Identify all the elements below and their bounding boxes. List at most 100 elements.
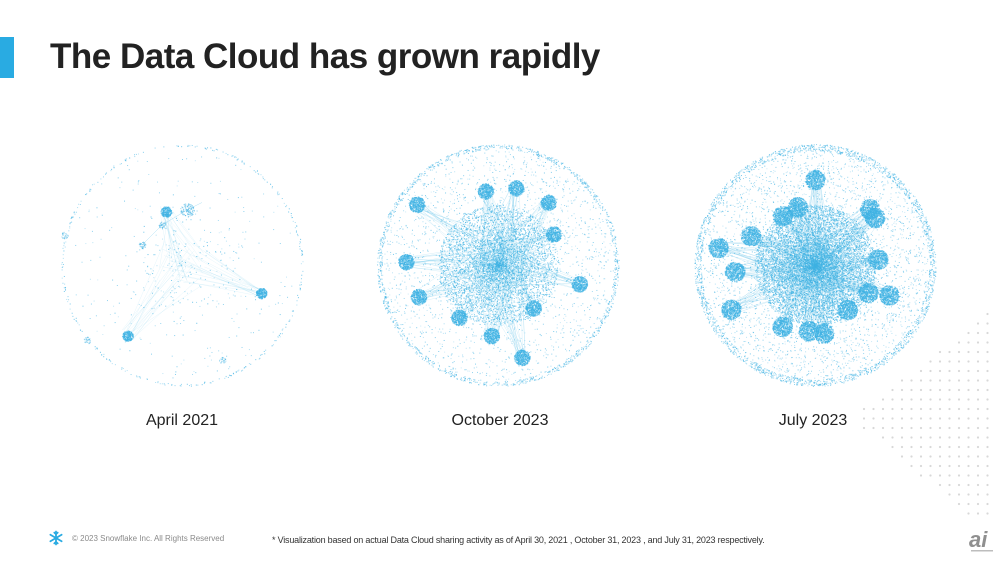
pattern-dot [929, 426, 932, 430]
pattern-dot [900, 417, 904, 420]
pattern-dot [986, 379, 989, 382]
network-visualization-april-2021 [57, 140, 307, 390]
pattern-dot [948, 464, 951, 468]
pattern-dot [967, 388, 970, 392]
pattern-dot [967, 464, 970, 468]
pattern-dot [957, 341, 961, 344]
pattern-dot [929, 464, 932, 468]
pattern-dot [967, 502, 970, 506]
pattern-dot [986, 331, 989, 335]
pattern-dot [929, 407, 932, 411]
pattern-dot [900, 388, 904, 392]
pattern-dot [967, 474, 970, 477]
pattern-dot [957, 455, 961, 458]
network-graph-canvas [57, 140, 307, 390]
pattern-dot [967, 483, 970, 487]
pattern-dot [891, 445, 894, 449]
pattern-dot [862, 426, 866, 430]
pattern-dot [919, 464, 923, 468]
pattern-dot [948, 493, 951, 496]
pattern-dot [948, 379, 951, 382]
pattern-dot [862, 417, 866, 420]
pattern-dot [891, 436, 894, 439]
pattern-dot [910, 388, 913, 392]
pattern-dot [938, 474, 942, 477]
pattern-dot [967, 360, 970, 363]
pattern-dot [919, 417, 923, 420]
pattern-dot [976, 398, 980, 401]
pattern-dot [976, 455, 980, 458]
pattern-dot [986, 322, 989, 325]
pattern-dot [891, 426, 894, 430]
pattern-dot [976, 417, 980, 420]
pattern-dot [957, 436, 961, 439]
pattern-dot [976, 360, 980, 363]
pattern-dot [967, 331, 970, 335]
pattern-dot [986, 474, 989, 477]
watermark-text: ai [969, 528, 988, 552]
pattern-dot [948, 483, 951, 487]
pattern-dot [957, 464, 961, 468]
pattern-dot [919, 445, 923, 449]
pattern-dot [938, 426, 942, 430]
pattern-dot [872, 417, 875, 420]
pattern-dot [986, 388, 989, 392]
pattern-dot [910, 417, 913, 420]
pattern-dot [986, 455, 989, 458]
pattern-dot [881, 426, 885, 430]
pattern-dot [986, 502, 989, 506]
pattern-dot [957, 369, 961, 373]
pattern-dot [929, 474, 932, 477]
pattern-dot [957, 407, 961, 411]
pattern-dot [938, 388, 942, 392]
pattern-dot [967, 350, 970, 354]
pattern-dot [986, 369, 989, 373]
pattern-dot [938, 369, 942, 373]
pattern-dot [929, 455, 932, 458]
pattern-dot [948, 350, 951, 354]
pattern-dot [948, 445, 951, 449]
pattern-dot [986, 398, 989, 401]
pattern-dot [976, 474, 980, 477]
pattern-dot [986, 483, 989, 487]
pattern-dot [900, 426, 904, 430]
pattern-dot [948, 455, 951, 458]
pattern-dot [967, 417, 970, 420]
snowflake-icon [49, 530, 63, 546]
pattern-dot [976, 350, 980, 354]
pattern-dot [957, 445, 961, 449]
pattern-dot [948, 407, 951, 411]
pattern-dot [967, 407, 970, 411]
slide-title: The Data Cloud has grown rapidly [50, 37, 600, 76]
network-graph-canvas [690, 140, 940, 390]
pattern-dot [929, 398, 932, 401]
pattern-dot [986, 436, 989, 439]
pattern-dot [976, 493, 980, 496]
pattern-dot [986, 360, 989, 363]
pattern-dot [919, 407, 923, 411]
pattern-dot [929, 360, 932, 363]
pattern-dot [986, 464, 989, 468]
pattern-dot [967, 379, 970, 382]
viz-label: July 2023 [778, 412, 848, 429]
pattern-dot [948, 426, 951, 430]
pattern-dot [986, 312, 989, 316]
pattern-dot [910, 398, 913, 401]
pattern-dot [986, 426, 989, 430]
ai-logo-icon: ai [969, 528, 993, 552]
pattern-dot [986, 417, 989, 420]
pattern-dot [976, 341, 980, 344]
pattern-dot [900, 398, 904, 401]
pattern-dot [957, 474, 961, 477]
pattern-dot [967, 512, 970, 515]
pattern-dot [929, 436, 932, 439]
pattern-dot [976, 436, 980, 439]
pattern-dot [938, 360, 942, 363]
pattern-dot [929, 369, 932, 373]
pattern-dot [881, 436, 885, 439]
pattern-dot [919, 379, 923, 382]
pattern-dot [976, 379, 980, 382]
pattern-dot [957, 398, 961, 401]
pattern-dot [967, 369, 970, 373]
pattern-dot [900, 407, 904, 411]
